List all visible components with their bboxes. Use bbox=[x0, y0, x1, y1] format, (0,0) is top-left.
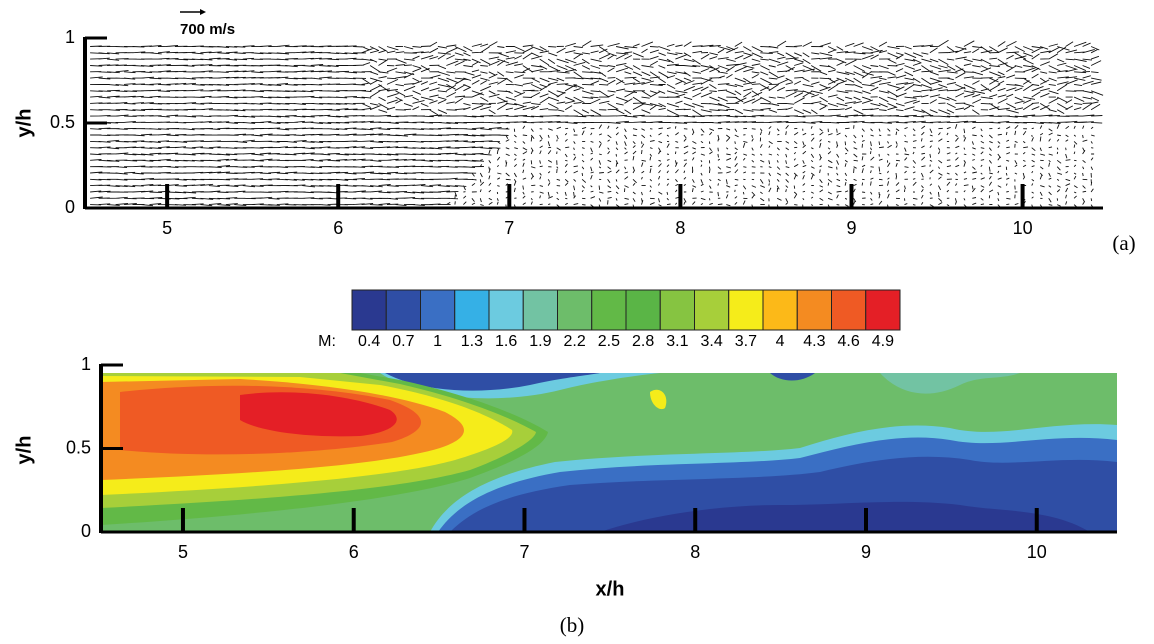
colorbar-tick-label: 2.8 bbox=[632, 333, 654, 350]
colorbar-cell bbox=[659, 289, 695, 331]
x-tick-label: 8 bbox=[690, 542, 700, 562]
colorbar-tick-label: 2.2 bbox=[564, 333, 586, 350]
colorbar-tick-label: 1.3 bbox=[461, 333, 483, 350]
x-tick-label: 5 bbox=[162, 218, 172, 238]
contour-region bbox=[880, 373, 1020, 394]
colorbar-tick-label: 3.7 bbox=[735, 333, 757, 350]
colorbar-tick-label: 1.9 bbox=[529, 333, 551, 350]
vector-field bbox=[90, 39, 1104, 210]
colorbar-cell bbox=[420, 289, 456, 331]
contour-region bbox=[600, 501, 1090, 532]
x-tick-label: 5 bbox=[178, 542, 188, 562]
colorbar-cell bbox=[762, 289, 798, 331]
colorbar-cell bbox=[865, 289, 901, 331]
colorbar-tick-label: 1.6 bbox=[495, 333, 517, 350]
colorbar-tick-label: 1 bbox=[433, 333, 442, 350]
contour-region bbox=[240, 392, 397, 437]
colorbar-tick-label: 4.6 bbox=[838, 333, 860, 350]
colorbar-tick-label: 3.1 bbox=[666, 333, 688, 350]
y-tick-label: 1 bbox=[81, 354, 91, 374]
colorbar-cell bbox=[625, 289, 661, 331]
colorbar-tick-label: 3.4 bbox=[701, 333, 723, 350]
x-tick-label: 6 bbox=[333, 218, 343, 238]
colorbar-tick-label: 2.5 bbox=[598, 333, 620, 350]
reference-arrowhead bbox=[200, 9, 206, 15]
y-tick-label: 0 bbox=[65, 197, 75, 217]
colorbar-cell bbox=[385, 289, 421, 331]
x-tick-label: 9 bbox=[846, 218, 856, 238]
x-tick-label: 7 bbox=[519, 542, 529, 562]
colorbar-cell bbox=[351, 289, 387, 331]
colorbar-label: M: bbox=[318, 333, 336, 350]
y-axis-label: y/h bbox=[13, 436, 35, 465]
y-tick-label: 1 bbox=[65, 27, 75, 47]
x-tick-label: 10 bbox=[1027, 542, 1047, 562]
y-axis-label: y/h bbox=[13, 109, 35, 138]
y-tick-label: 0.5 bbox=[66, 437, 91, 457]
colorbar-cell bbox=[591, 289, 627, 331]
colorbar-cell bbox=[454, 289, 490, 331]
colorbar-tick-label: 4.9 bbox=[872, 333, 894, 350]
colorbar-cell bbox=[488, 289, 524, 331]
contour-region bbox=[385, 373, 600, 391]
colorbar-cell bbox=[694, 289, 730, 331]
colorbar-tick-label: 0.7 bbox=[392, 333, 414, 350]
x-tick-label: 8 bbox=[675, 218, 685, 238]
panel-label: (b) bbox=[560, 613, 585, 637]
contour-region bbox=[650, 389, 667, 410]
y-tick-label: 0.5 bbox=[50, 112, 75, 132]
colorbar-cell bbox=[831, 289, 867, 331]
contour-field bbox=[101, 373, 1117, 532]
colorbar-cell bbox=[522, 289, 558, 331]
x-tick-label: 6 bbox=[349, 542, 359, 562]
colorbar-tick-label: 4 bbox=[776, 333, 785, 350]
x-tick-label: 10 bbox=[1013, 218, 1033, 238]
contour-region bbox=[770, 373, 815, 381]
colorbar-cell bbox=[728, 289, 764, 331]
x-tick-label: 9 bbox=[861, 542, 871, 562]
colorbar-cell bbox=[796, 289, 832, 331]
x-axis-label: x/h bbox=[596, 578, 625, 600]
x-tick-label: 7 bbox=[504, 218, 514, 238]
colorbar-cell bbox=[557, 289, 593, 331]
colorbar-tick-label: 4.3 bbox=[803, 333, 825, 350]
reference-label: 700 m/s bbox=[180, 21, 235, 38]
y-tick-label: 0 bbox=[81, 521, 91, 541]
panel-label: (a) bbox=[1112, 231, 1135, 255]
colorbar-tick-label: 0.4 bbox=[358, 333, 380, 350]
